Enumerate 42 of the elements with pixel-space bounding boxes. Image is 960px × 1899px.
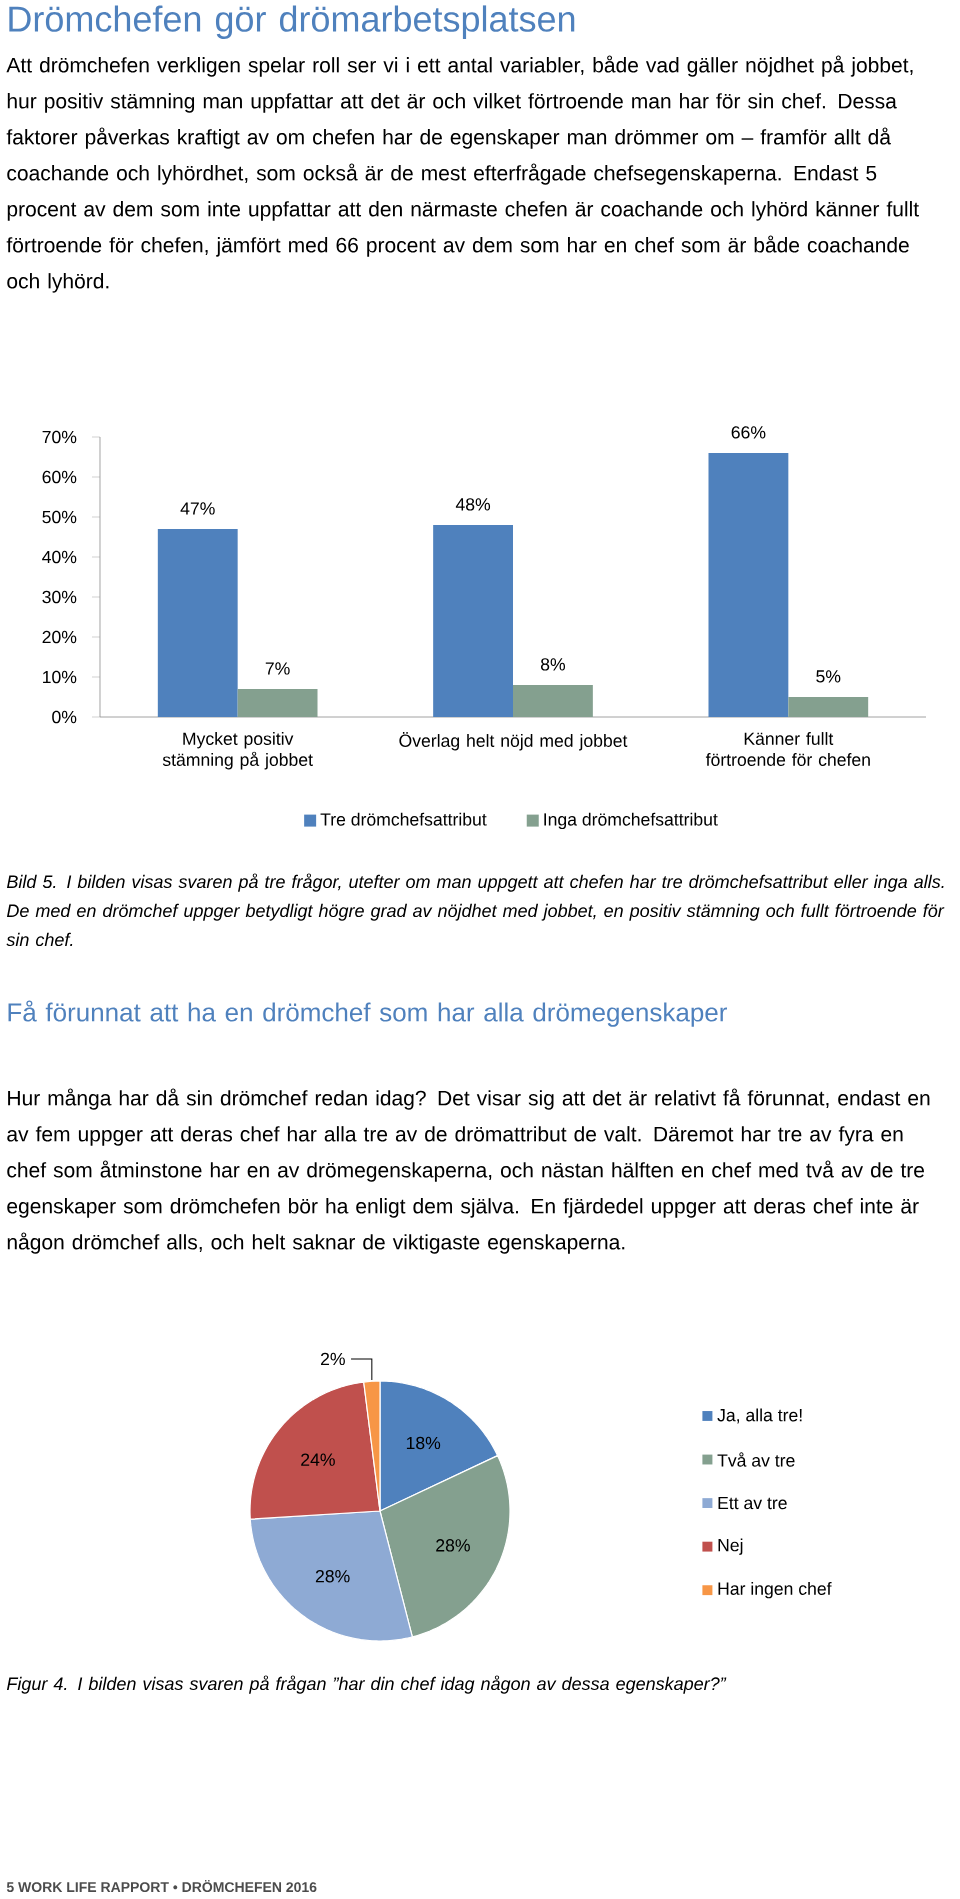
data-label: 8% xyxy=(540,658,566,671)
legend-label: Ett av tre xyxy=(718,1496,787,1510)
chart-title: Få förunnat att ha en drömchef som har alla drömegenskaper xyxy=(8,1000,727,1027)
bar xyxy=(788,697,869,718)
text: Figur 4. I bilden visas svaren på frågan ”har din chef idag någon av dessa egenskaper?” xyxy=(6,1675,727,1694)
chart-title: Drömchefen gör drömarbetsplatsen xyxy=(9,5,575,39)
y-tick-label: 0% xyxy=(52,710,77,724)
y-tick-label: 10% xyxy=(43,670,77,684)
x-tick-label: Känner fullt förtroende för chefen xyxy=(705,732,870,766)
y-tick-label: 70% xyxy=(42,430,77,444)
y-tick-label: 30% xyxy=(42,590,77,604)
data-label: 47% xyxy=(180,502,215,515)
legend-label: Två av tre xyxy=(717,1452,795,1467)
legend-label: Inga drömchefsattribut xyxy=(544,812,718,830)
bar xyxy=(708,453,789,718)
data-label: 7% xyxy=(265,662,290,675)
data-label: 28% xyxy=(436,1539,470,1552)
text: Bild 5. I bilden visas svaren på tre frågor, utefter om man uppgett att chefen har tre drömchefsattribut eller inga alls. De med en drömchef uppger betydligt högre grad av nöjdhet med jobbet, en positiv stämning och fullt förtroende för sin chef. xyxy=(6,873,945,947)
legend-label: Tre drömchefsattribut xyxy=(320,812,487,826)
chart-subtitle: Att drömchefen verkligen spelar roll ser vi i ett antal variabler, både vad gäller nöjdhet på jobbet, hur positiv stämning man uppfattar att det är och vilket förtroende man har för sin chef. Dessa faktorer påverkas kraftigt av om chefen har de egenskaper man drömmer om – framför allt då coachande och lyhördhet, som också är de mest efterfrågade chefsegenskaperna. Endast 5 procent av dem som inte uppfattar att den närmaste chefen är coachande och lyhörd känner fullt förtroende för chefen, jämfört med 66 procent av dem som har en chef som är både coachande och lyhörd. xyxy=(6,55,919,293)
legend-label: Nej xyxy=(718,1538,743,1555)
bar xyxy=(237,689,318,718)
legend-label: Ja, alla tre! xyxy=(717,1408,802,1424)
chart-subtitle: Hur många har då sin drömchef redan idag? Det visar sig att det är relativt få förunnat, endast en av fem uppger att deras chef har alla tre av de drömattribut de valt. Däremot har tre av fyra en chef som åtminstone har en av drömegenskaperna, och nästan hälften en chef med två av de tre egenskaper som drömchefen bör ha enligt dem själva. En fjärdedel uppger att deras chef inte är någon drömchef alls, och helt saknar de viktigaste egenskaperna. xyxy=(7,1088,930,1254)
legend-label: Har ingen chef xyxy=(718,1581,832,1599)
x-tick-label: Överlag helt nöjd med jobbet xyxy=(399,732,628,751)
data-label: 48% xyxy=(455,498,491,511)
y-tick-label: 50% xyxy=(42,510,77,524)
y-tick-label: 40% xyxy=(42,550,77,564)
data-label: 5% xyxy=(816,670,841,683)
data-label: 2% xyxy=(321,1352,345,1366)
y-tick-label: 20% xyxy=(42,630,77,644)
x-tick-label: Mycket positiv stämning på jobbet xyxy=(162,732,313,770)
text: 5 WORK LIFE RAPPORT • DRÖMCHEFEN 2016 xyxy=(6,1879,317,1893)
data-label: 18% xyxy=(406,1436,441,1450)
bar xyxy=(157,529,238,718)
bar xyxy=(433,525,513,718)
data-label: 24% xyxy=(301,1453,335,1466)
y-tick-label: 60% xyxy=(42,470,77,484)
data-label: 66% xyxy=(731,426,766,439)
data-label: 28% xyxy=(315,1569,350,1583)
bar xyxy=(513,685,593,718)
